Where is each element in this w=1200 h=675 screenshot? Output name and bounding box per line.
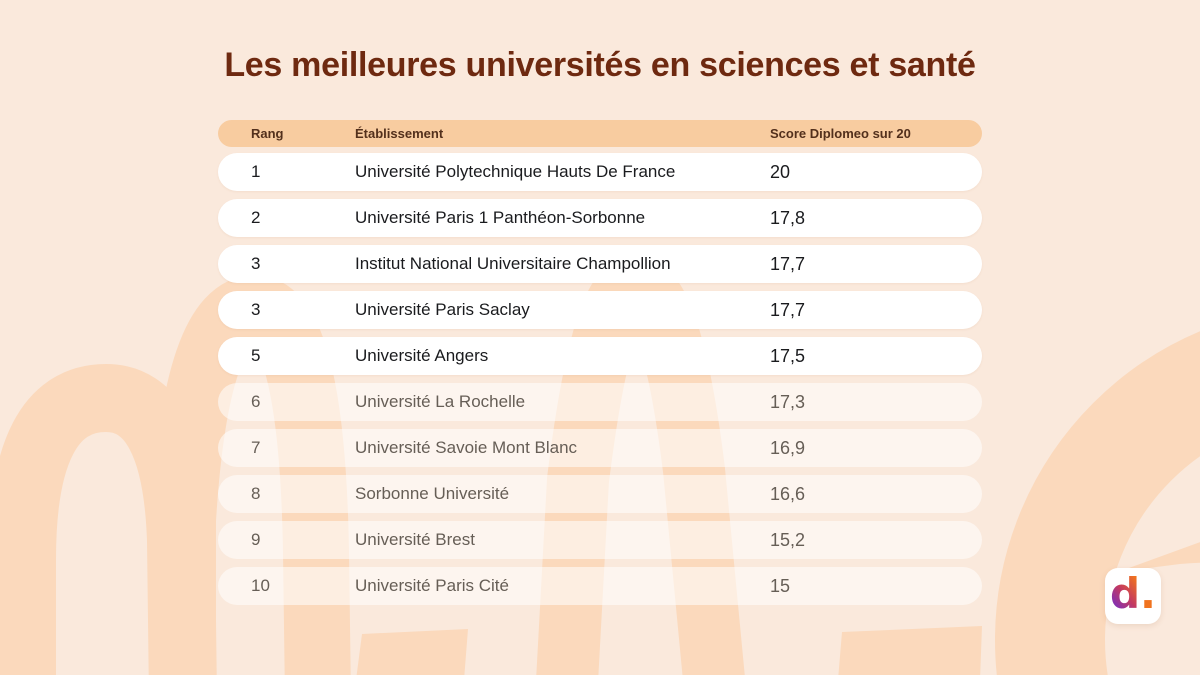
header-institution: Établissement [355,126,444,141]
score-cell: 15 [770,575,791,596]
score-cell: 17,7 [770,253,806,274]
score-cell: 17,5 [770,345,806,366]
rank-cell: 9 [251,530,261,549]
header-score: Score Diplomeo sur 20 [770,126,911,141]
table-row: 2 Université Paris 1 Panthéon-Sorbonne 1… [218,199,982,237]
score-cell: 17,3 [770,391,806,412]
score-cell: 16,6 [770,483,806,504]
rank-cell: 2 [251,208,261,227]
rank-cell: 10 [251,576,270,595]
institution-cell: Université Angers [355,346,489,365]
score-cell: 17,8 [770,207,806,228]
institution-cell: Université Paris 1 Panthéon-Sorbonne [355,208,646,227]
table-row: 9 Université Brest 15,2 [218,521,982,559]
table-row: 6 Université La Rochelle 17,3 [218,383,982,421]
table-row: 5 Université Angers 17,5 [218,337,982,375]
table-row: 3 Université Paris Saclay 17,7 [218,291,982,329]
decor-bottom-stripe [838,626,982,675]
score-cell: 16,9 [770,437,806,458]
institution-cell: Université Savoie Mont Blanc [355,438,578,457]
table-header-row: Rang Établissement Score Diplomeo sur 20 [218,120,982,147]
rank-cell: 7 [251,438,261,457]
institution-cell: Université La Rochelle [355,392,526,411]
table-row: 7 Université Savoie Mont Blanc 16,9 [218,429,982,467]
institution-cell: Sorbonne Université [355,484,510,503]
diplomeo-logo-letter: d [1109,569,1141,618]
table-row: 8 Sorbonne Université 16,6 [218,475,982,513]
score-cell: 17,7 [770,299,806,320]
header-rank: Rang [251,126,284,141]
table-row: 10 Université Paris Cité 15 [218,567,982,605]
rank-cell: 3 [251,300,261,319]
decor-right-ring-bar [1118,542,1200,572]
rank-cell: 3 [251,254,261,273]
table-row: 1 Université Polytechnique Hauts De Fran… [218,153,982,191]
diplomeo-logo-dot: . [1140,569,1157,618]
rank-cell: 5 [251,346,261,365]
institution-cell: Université Paris Saclay [355,300,530,319]
page-title: Les meilleures universités en sciences e… [224,46,976,84]
institution-cell: Université Brest [355,530,475,549]
rank-cell: 1 [251,162,261,181]
table-row: 3 Institut National Universitaire Champo… [218,245,982,283]
rank-cell: 8 [251,484,261,503]
diplomeo-logo: d. [1105,568,1161,624]
institution-cell: Université Polytechnique Hauts De France [355,162,676,181]
institution-cell: Université Paris Cité [355,576,509,595]
score-cell: 20 [770,161,791,182]
rank-cell: 6 [251,392,261,411]
institution-cell: Institut National Universitaire Champoll… [355,254,671,273]
decor-bottom-stripe [356,629,468,675]
decor-bottom-stripe [1000,626,1100,675]
score-cell: 15,2 [770,529,806,550]
ranking-table: Rang Établissement Score Diplomeo sur 20… [218,120,982,613]
